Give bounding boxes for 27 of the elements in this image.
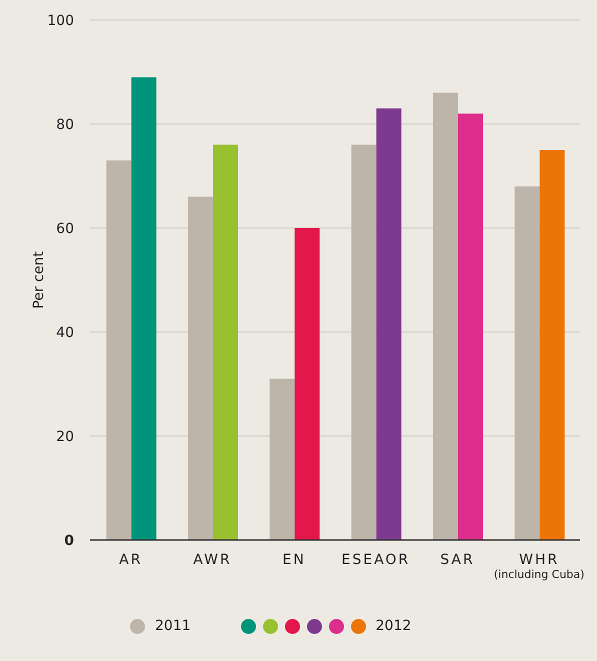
y-tick-label: 20 bbox=[56, 429, 74, 445]
legend-label: 2012 bbox=[376, 618, 412, 634]
bar bbox=[458, 114, 483, 540]
bar bbox=[540, 150, 565, 540]
x-tick-label: ESEAOR bbox=[342, 552, 410, 568]
y-axis-title: Per cent bbox=[30, 250, 47, 309]
bar bbox=[433, 92, 458, 540]
bar bbox=[213, 144, 238, 540]
x-tick-label: AWR bbox=[193, 552, 232, 568]
bar bbox=[351, 144, 376, 540]
bar bbox=[514, 186, 540, 540]
x-tick-label: SAR bbox=[440, 552, 475, 568]
y-tick-label: 0 bbox=[64, 533, 74, 549]
y-tick-label: 60 bbox=[56, 221, 74, 237]
y-tick-label: 40 bbox=[56, 325, 74, 341]
bar bbox=[106, 160, 132, 540]
bar bbox=[376, 108, 402, 540]
bar bbox=[131, 77, 156, 540]
legend-label: 2011 bbox=[155, 618, 191, 634]
x-tick-label: AR bbox=[119, 552, 142, 568]
bar bbox=[270, 378, 295, 540]
y-tick-label: 80 bbox=[56, 117, 74, 133]
bar bbox=[188, 196, 213, 540]
x-tick-label: EN bbox=[282, 552, 306, 568]
y-tick-label: 100 bbox=[47, 13, 74, 29]
x-tick-label: WHR (including Cuba) bbox=[494, 552, 584, 581]
bar bbox=[294, 228, 320, 540]
